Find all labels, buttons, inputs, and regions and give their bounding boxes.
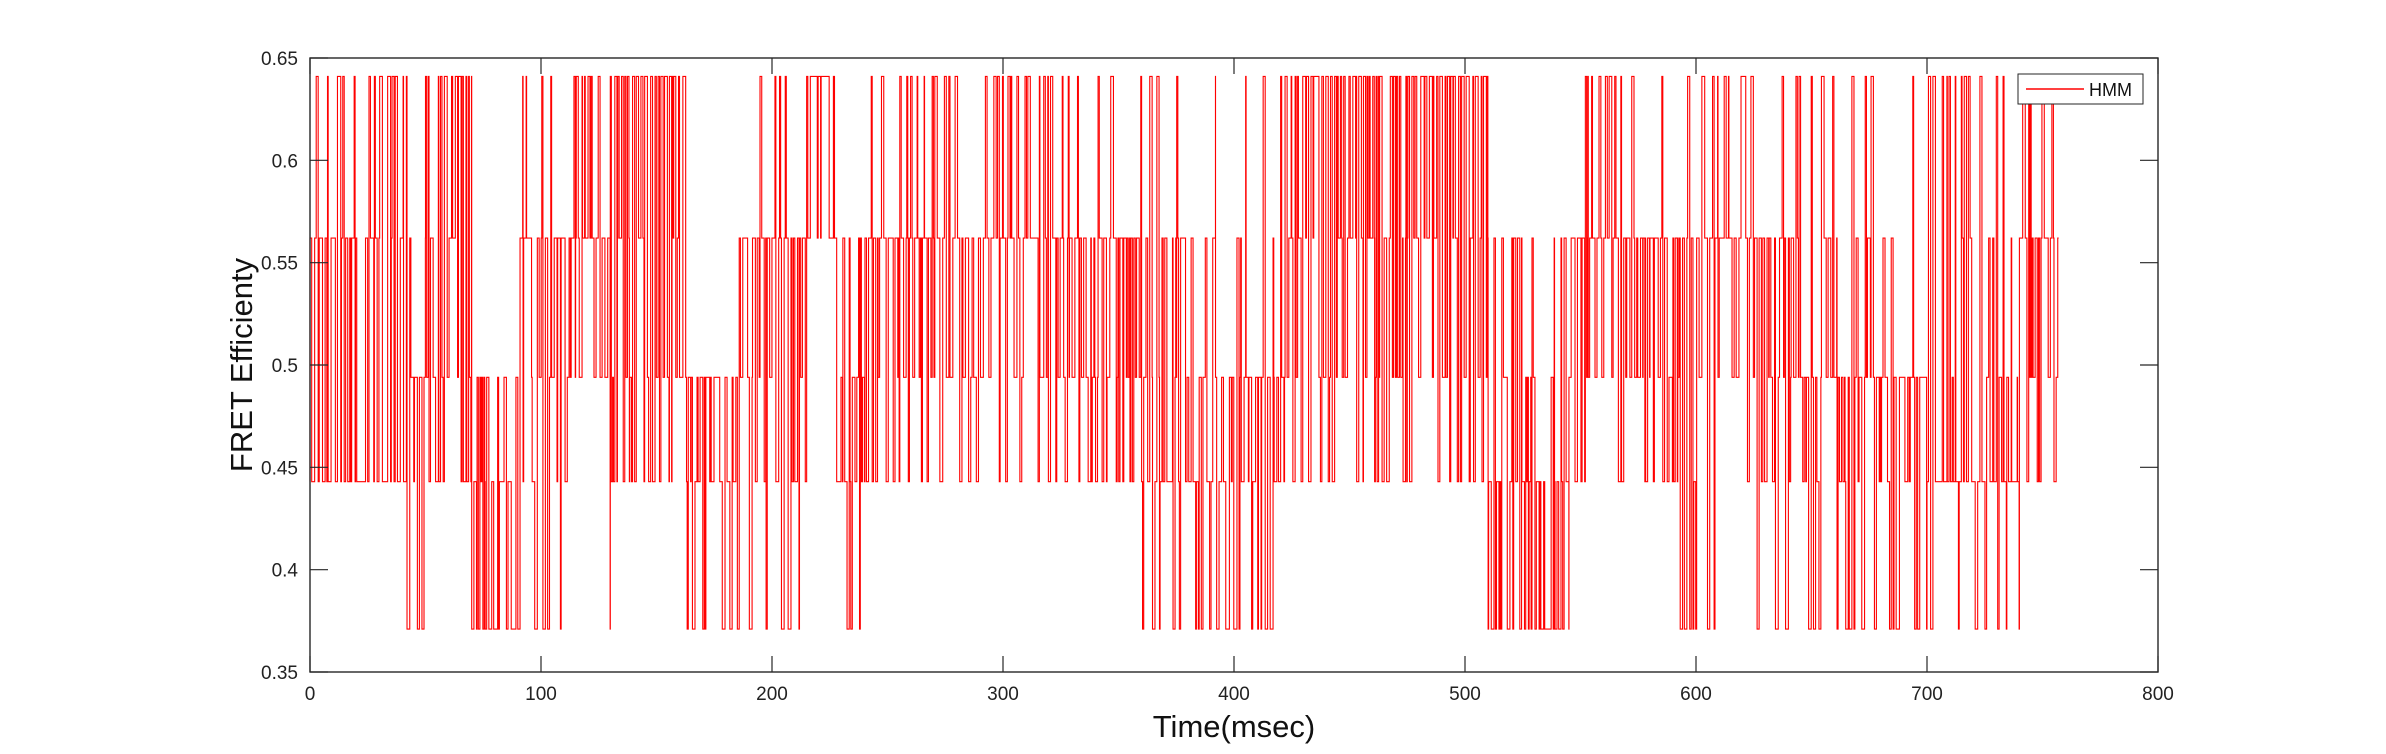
y-tick-label: 0.65 bbox=[261, 49, 298, 70]
y-tick-label: 0.45 bbox=[261, 458, 298, 479]
x-tick-label: 500 bbox=[1449, 684, 1481, 705]
hmm-series-line bbox=[309, 75, 2059, 630]
y-tick-label: 0.5 bbox=[272, 356, 298, 377]
x-tick-label: 100 bbox=[525, 684, 557, 705]
x-tick-label: 700 bbox=[1911, 684, 1943, 705]
x-tick-label: 600 bbox=[1680, 684, 1712, 705]
y-axis-title: FRET Efficienty bbox=[224, 257, 259, 472]
legend-label-hmm: HMM bbox=[2089, 80, 2132, 100]
y-tick-label: 0.4 bbox=[272, 561, 299, 582]
y-axis-ticks: 0.35 0.4 0.45 0.5 0.55 0.6 0.65 bbox=[261, 49, 2158, 684]
x-tick-label: 800 bbox=[2142, 684, 2174, 705]
y-tick-label: 0.6 bbox=[272, 151, 298, 172]
x-tick-label: 200 bbox=[756, 684, 788, 705]
y-tick-label: 0.35 bbox=[261, 663, 298, 684]
x-axis-ticks: 0 100 200 300 400 500 600 700 800 bbox=[305, 58, 2174, 705]
x-tick-label: 400 bbox=[1218, 684, 1250, 705]
x-tick-label: 0 bbox=[305, 684, 316, 705]
x-tick-label: 300 bbox=[987, 684, 1019, 705]
x-axis-title: Time(msec) bbox=[1153, 709, 1315, 744]
hmm-trace bbox=[309, 75, 2059, 630]
legend: HMM bbox=[2017, 73, 2144, 105]
y-tick-label: 0.55 bbox=[261, 254, 298, 275]
